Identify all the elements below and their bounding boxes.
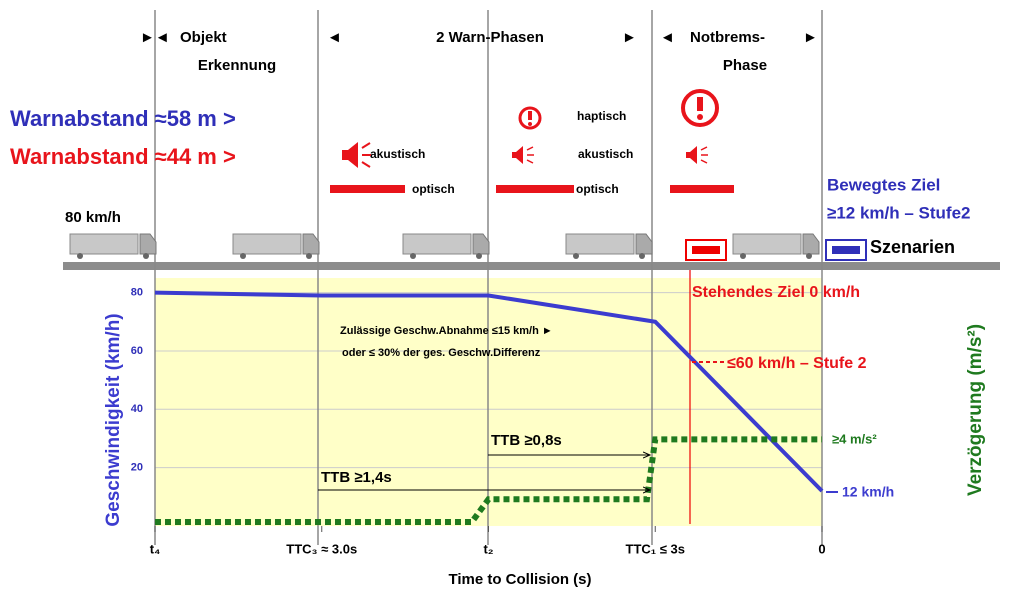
x-axis-title: Time to Collision (s): [448, 571, 591, 588]
scenarios: Szenarien: [870, 237, 955, 257]
phase-label: 2 Warn-Phasen: [436, 29, 544, 46]
signal-labels: akustisch optisch haptisch akustisch opt…: [370, 109, 633, 196]
y-axis-title: Geschwindigkeit (km/h): [103, 313, 124, 526]
y-tick-label: 40: [131, 403, 143, 415]
annotation: TTB ≥1,4s: [321, 469, 392, 486]
phase-label: Notbrems-: [690, 29, 765, 46]
moving-target: ≥12 km/h – Stufe2: [827, 203, 971, 222]
wheel: [143, 253, 149, 259]
truck-cab: [636, 234, 652, 254]
annotation: TTB ≥0,8s: [491, 432, 562, 449]
svg-text:►: ►: [622, 29, 637, 46]
x-tick-label: TTC₁ ≤ 3s: [626, 541, 685, 556]
x-tick-label: t₄: [150, 541, 161, 556]
wheel: [306, 253, 312, 259]
annotation: ≤60 km/h – Stufe 2: [727, 355, 867, 372]
truck-cab: [803, 234, 819, 254]
annotation: ≥4 m/s²: [832, 431, 877, 446]
signal: akustisch: [578, 147, 633, 161]
svg-text:◄: ◄: [660, 29, 675, 46]
x-tick-label: t₂: [483, 541, 493, 556]
road: [63, 262, 1000, 270]
phase-headers: ►◄ Objekt Erkennung ◄ 2 Warn-Phasen ► ◄ …: [140, 29, 818, 74]
y-tick-label: 60: [131, 345, 143, 357]
y-tick-label: 20: [131, 462, 143, 474]
truck: [233, 234, 301, 254]
svg-text:►◄: ►◄: [140, 29, 170, 46]
phase-label: Phase: [723, 57, 767, 74]
svg-text:►: ►: [803, 29, 818, 46]
moving-target: Bewegtes Ziel: [827, 175, 940, 194]
svg-text:◄: ◄: [327, 29, 342, 46]
signal: haptisch: [577, 109, 626, 123]
wheel: [740, 253, 746, 259]
truck: [70, 234, 138, 254]
warn-distance: Warnabstand ≈58 m >: [10, 106, 236, 131]
wheel: [476, 253, 482, 259]
wheel: [573, 253, 579, 259]
x-tick-label: 0: [818, 541, 825, 556]
y-tick-label: 80: [131, 286, 143, 298]
warning-icons: [330, 91, 734, 193]
annotation: 12 km/h: [842, 484, 894, 500]
start-speed: 80 km/h: [65, 209, 121, 226]
truck: [566, 234, 634, 254]
warn-distance: Warnabstand ≈44 m >: [10, 144, 236, 169]
signal: akustisch: [370, 147, 425, 161]
truck: [403, 234, 471, 254]
wheel: [806, 253, 812, 259]
x-tick-label: TTC₃ ≈ 3.0s: [286, 541, 357, 556]
annotation: oder ≤ 30% der ges. Geschw.Differenz: [342, 347, 541, 359]
signal: optisch: [576, 182, 619, 196]
wheel: [77, 253, 83, 259]
phase-label: Erkennung: [198, 57, 276, 74]
phase-label: Objekt: [180, 29, 227, 46]
wheel: [410, 253, 416, 259]
diagram: ►◄ Objekt Erkennung ◄ 2 Warn-Phasen ► ◄ …: [0, 0, 1030, 592]
wheel: [639, 253, 645, 259]
truck: [733, 234, 801, 254]
annotation: Stehendes Ziel 0 km/h: [692, 284, 860, 301]
signal: optisch: [412, 182, 455, 196]
truck-cab: [140, 234, 156, 254]
wheel: [240, 253, 246, 259]
truck-cab: [473, 234, 489, 254]
y2-axis-title: Verzögerung (m/s²): [965, 324, 986, 496]
truck-cab: [303, 234, 319, 254]
annotation: Zulässige Geschw.Abnahme ≤15 km/h ►: [340, 325, 553, 337]
